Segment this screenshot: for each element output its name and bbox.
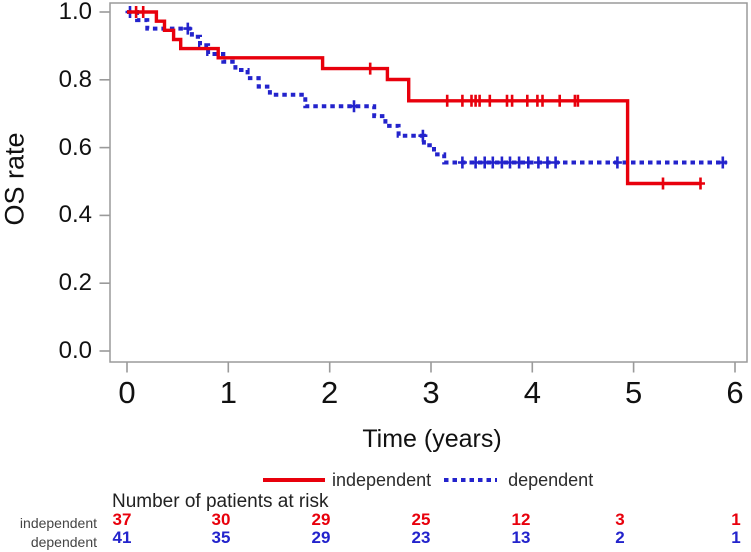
risk-count-dependent: 2 [615,528,625,547]
x-tick-label: 0 [118,375,136,410]
risk-count-independent: 29 [311,510,331,529]
y-tick-label: 0.2 [58,269,92,297]
risk-count-independent: 30 [211,510,231,529]
risk-count-independent: 3 [615,510,625,529]
risk-table-title: Number of patients at risk [112,491,329,512]
y-tick-label: 1.0 [58,0,92,25]
y-tick-label: 0.6 [58,133,92,161]
x-tick-label: 1 [219,375,237,410]
risk-count-dependent: 23 [411,528,431,547]
risk-row-label-dependent: dependent [30,534,97,550]
risk-count-independent: 12 [511,510,531,529]
x-axis-title: Time (years) [362,425,502,453]
plot-frame [109,2,748,363]
x-tick-label: 4 [523,375,541,410]
risk-count-dependent: 29 [311,528,331,547]
x-tick-label: 2 [321,375,339,410]
censor-marks-dependent [125,6,728,169]
curve-dependent [127,10,727,165]
risk-count-dependent: 35 [211,528,231,547]
x-tick-label: 5 [625,375,643,410]
risk-count-dependent: 41 [112,528,132,547]
y-tick-label: 0.4 [58,201,92,229]
risk-row-label-independent: independent [19,515,97,531]
y-tick-label: 0.8 [58,65,92,93]
y-tick-label: 0.0 [58,337,92,364]
legend: independent dependent [263,470,593,490]
legend-independent-line [263,478,325,482]
x-tick-label: 6 [726,375,744,410]
risk-count-independent: 37 [112,510,132,529]
legend-dependent-line [444,478,498,482]
risk-count-dependent: 1 [731,528,741,547]
y-axis-title: OS rate [0,132,30,226]
x-tick-label: 3 [422,375,440,410]
risk-count-independent: 25 [411,510,431,529]
censor-marks-independent [131,6,705,190]
curve-independent [127,10,702,186]
risk-count-dependent: 13 [511,528,531,547]
risk-count-independent: 1 [731,510,741,529]
legend-independent-label: independent [332,469,432,490]
legend-dependent-label: dependent [508,469,594,490]
